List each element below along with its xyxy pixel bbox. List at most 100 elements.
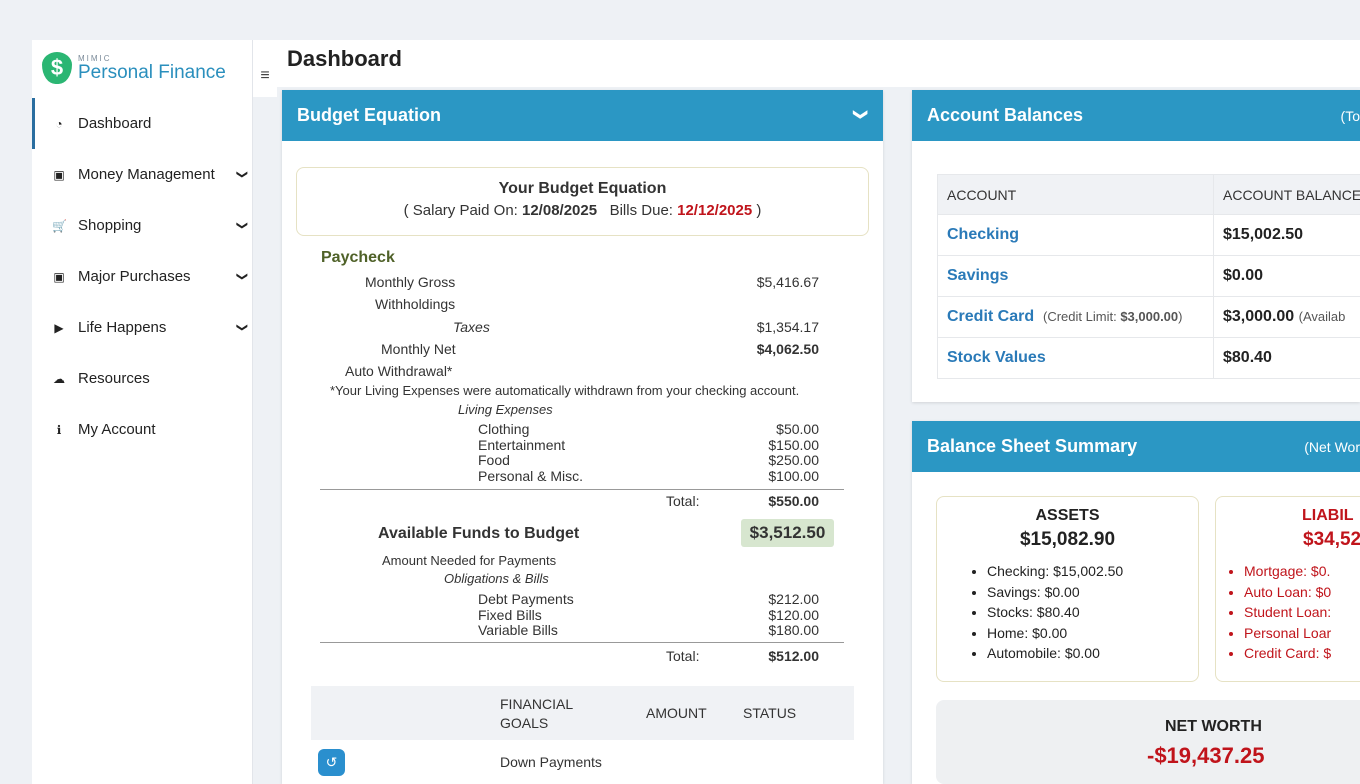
liabilities-value: $34,52: [1303, 529, 1360, 550]
obligations-total-label: Total:: [666, 648, 700, 664]
panel-note: (To: [1340, 107, 1360, 124]
list-item: Stocks: $80.40: [987, 602, 1198, 623]
available-funds-label: Available Funds to Budget: [378, 525, 580, 542]
paycheck-heading: Paycheck: [321, 249, 395, 266]
living-expenses-label: Living Expenses: [458, 402, 553, 417]
app-logo[interactable]: $ MIMIC Personal Finance: [42, 52, 226, 84]
page-title: Dashboard: [287, 46, 402, 71]
goal-down-payments: Down Payments: [500, 754, 602, 770]
account-balances-panel: Account Balances (To ACCOUNT ACCOUNT BAL…: [912, 90, 1360, 402]
list-item: Personal & Misc.: [478, 467, 584, 484]
available-note: (Availab: [1298, 309, 1346, 324]
assets-title: ASSETS: [1035, 507, 1100, 524]
tachometer-icon: ◔: [55, 116, 63, 131]
list-item: Personal Loar: [1244, 623, 1360, 644]
liabilities-title: LIABIL: [1302, 507, 1354, 524]
sidebar-item-label: Life Happens: [78, 319, 167, 336]
net-worth-value: -$19,437.25: [1147, 743, 1265, 768]
sidebar-item-shopping[interactable]: 🛒 Shopping ❯: [32, 200, 253, 251]
divider: [320, 489, 844, 490]
chevron-down-icon: ❯: [235, 220, 248, 231]
list-item: $100.00: [768, 467, 819, 484]
taxes-value: $1,354.17: [756, 319, 819, 335]
list-item: Variable Bills: [478, 622, 558, 638]
account-link-stock-values[interactable]: Stock Values: [947, 349, 1046, 366]
list-item: Savings: $0.00: [987, 582, 1198, 603]
divider: [320, 642, 844, 643]
assets-value: $15,082.90: [1019, 529, 1116, 550]
col-account: ACCOUNT: [937, 174, 1214, 215]
obligations-label: Obligations & Bills: [444, 571, 549, 586]
list-item: Checking: $15,002.50: [987, 561, 1198, 582]
info-circle-icon: ℹ: [56, 422, 62, 437]
sidebar-item-label: Shopping: [78, 217, 142, 234]
sidebar-item-label: My Account: [78, 421, 156, 438]
account-balance: $0.00: [1213, 255, 1360, 297]
monthly-net-label: Monthly Net: [381, 341, 456, 357]
list-item: Fixed Bills: [478, 606, 542, 623]
sidebar-item-label: Major Purchases: [78, 268, 191, 285]
list-item: Automobile: $0.00: [987, 643, 1198, 664]
table-row: Checking $15,002.50: [937, 214, 1360, 256]
list-item: Debt Payments: [478, 591, 574, 607]
taxes-label: Taxes: [453, 319, 490, 335]
credit-limit-note: (Credit Limit: $3,000.00): [1043, 309, 1183, 324]
account-link-savings[interactable]: Savings: [947, 267, 1009, 284]
equation-title: Your Budget Equation: [498, 180, 667, 197]
list-item: Credit Card: $: [1244, 643, 1360, 664]
cloud-download-icon: ☁: [53, 371, 65, 386]
chevron-down-icon: ❯: [235, 322, 248, 333]
panel-note: (Net Wor: [1304, 438, 1360, 455]
logo-small-text: MIMIC: [78, 53, 112, 63]
accounts-table: ACCOUNT ACCOUNT BALANCE Checking $15,002…: [937, 174, 1360, 379]
chevron-down-icon[interactable]: ❯: [853, 108, 870, 121]
sidebar-item-resources[interactable]: ☁ Resources: [32, 353, 253, 404]
account-link-credit-card[interactable]: Credit Card: [947, 308, 1035, 325]
living-expense-labels: Clothing Entertainment Food Personal & M…: [478, 421, 584, 484]
money-icon: ▣: [53, 167, 65, 182]
obligation-labels: Debt Payments Fixed Bills Variable Bills: [478, 591, 574, 639]
obligations-total-value: $512.00: [768, 648, 819, 664]
money-icon: ▣: [53, 269, 65, 284]
list-item: $50.00: [776, 421, 819, 437]
assets-card: ASSETS $15,082.90 Checking: $15,002.50 S…: [936, 496, 1199, 682]
goals-table-header: FINANCIAL GOALS AMOUNT STATUS: [311, 686, 854, 740]
net-worth-box: NET WORTH -$19,437.25: [936, 700, 1360, 784]
sidebar-item-major-purchases[interactable]: ▣ Major Purchases ❯: [32, 251, 253, 302]
account-balance: $80.40: [1213, 337, 1360, 379]
list-item: Food: [478, 452, 510, 468]
balance-sheet-panel: Balance Sheet Summary (Net Wor ASSETS $1…: [912, 421, 1360, 784]
col-amount: AMOUNT: [646, 705, 707, 721]
amount-needed-label: Amount Needed for Payments: [382, 553, 557, 568]
sidebar-item-dashboard[interactable]: ◔ Dashboard: [32, 98, 253, 149]
col-balance: ACCOUNT BALANCE: [1213, 174, 1360, 215]
list-item: Auto Loan: $0: [1244, 582, 1360, 603]
panel-title: Budget Equation: [297, 105, 441, 125]
chevron-down-icon: ❯: [235, 271, 248, 282]
net-worth-label: NET WORTH: [1165, 718, 1262, 735]
living-total-value: $550.00: [768, 493, 819, 509]
sidebar-item-label: Money Management: [78, 166, 215, 183]
available-funds-value: $3,512.50: [741, 519, 834, 547]
sidebar-item-money-management[interactable]: ▣ Money Management ❯: [32, 149, 253, 200]
list-item: $250.00: [768, 452, 819, 468]
history-button[interactable]: ↺: [318, 749, 345, 776]
balance-sheet-header[interactable]: Balance Sheet Summary (Net Wor: [912, 421, 1360, 472]
account-link-checking[interactable]: Checking: [947, 226, 1020, 243]
table-row: Savings $0.00: [937, 255, 1360, 297]
sidebar-item-my-account[interactable]: ℹ My Account: [32, 404, 253, 455]
table-row: Stock Values $80.40: [937, 337, 1360, 379]
sidebar-item-label: Resources: [78, 370, 150, 387]
account-balance: $3,000.00: [1223, 308, 1295, 325]
liabilities-card: LIABIL $34,52 Mortgage: $0. Auto Loan: $…: [1215, 496, 1360, 682]
col-status: STATUS: [743, 705, 797, 721]
panel-title: Account Balances: [927, 105, 1084, 125]
budget-equation-header[interactable]: Budget Equation ❯: [282, 90, 883, 141]
budget-equation-panel: Budget Equation ❯ Your Budget Equation (…: [282, 90, 883, 784]
sidebar-item-label: Dashboard: [78, 115, 152, 132]
sidebar-item-life-happens[interactable]: ▶ Life Happens ❯: [32, 302, 253, 353]
list-item: $180.00: [768, 622, 819, 638]
account-balances-header[interactable]: Account Balances (To: [912, 90, 1360, 141]
hamburger-menu-icon[interactable]: ≡: [253, 55, 277, 97]
monthly-gross-label: Monthly Gross: [365, 274, 456, 290]
